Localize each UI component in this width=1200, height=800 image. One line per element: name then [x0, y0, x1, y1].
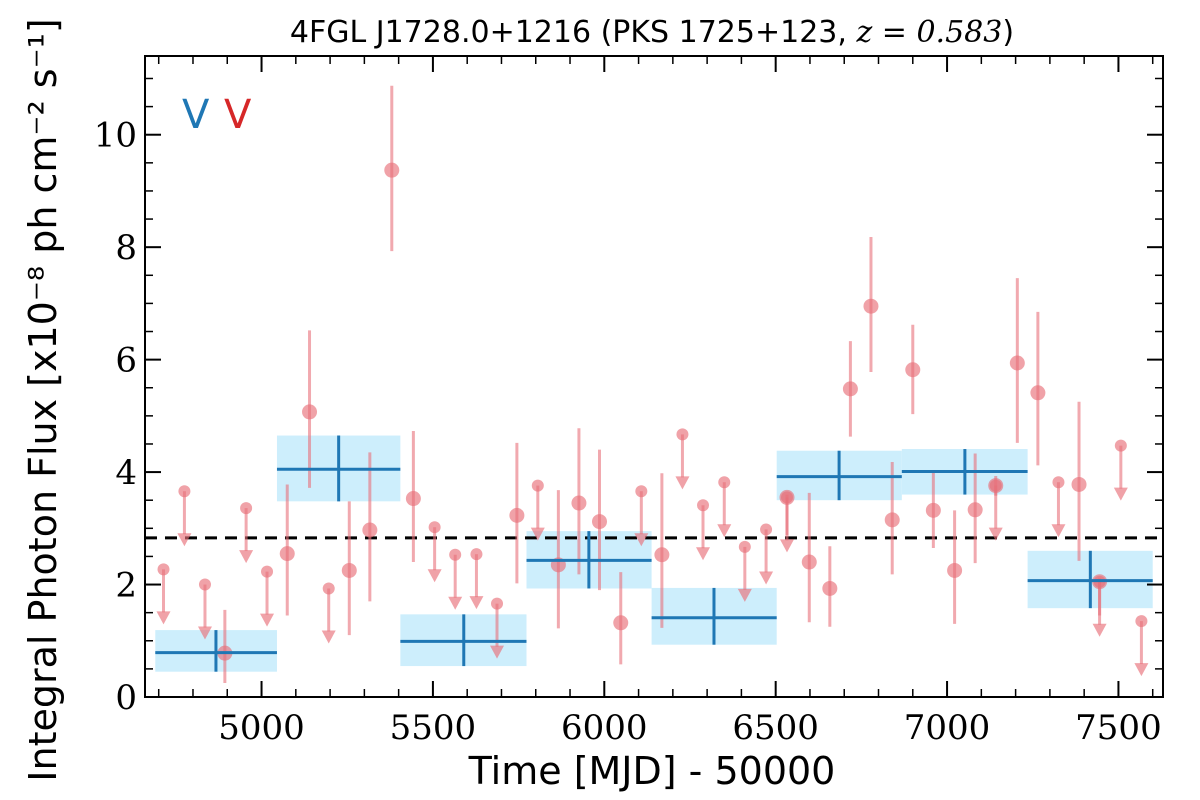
y-tick-label: 10	[94, 116, 137, 156]
upper-limit-marker	[198, 578, 211, 591]
upper-limit-arrow	[239, 550, 254, 564]
flux-point	[362, 522, 378, 538]
upper-limit-arrow	[427, 569, 442, 583]
flux-point	[509, 507, 525, 523]
upper-limit-arrow	[260, 613, 275, 627]
flux-point	[884, 512, 900, 528]
upper-limit-arrow	[197, 626, 212, 640]
upper-limit-marker	[470, 548, 483, 561]
flux-point	[302, 404, 318, 420]
flux-point	[592, 514, 608, 530]
flux-point	[822, 580, 838, 596]
upper-limit-arrow	[1051, 524, 1066, 538]
upper-limit-arrow	[490, 645, 505, 659]
upper-limit-marker	[676, 428, 689, 441]
y-tick-label: 0	[115, 678, 137, 718]
upper-limit-arrow	[156, 611, 171, 625]
upper-limit-arrow	[321, 630, 336, 644]
upper-limit-marker	[531, 479, 544, 492]
flux-point	[947, 562, 963, 578]
flux-point	[654, 547, 670, 563]
upper-limit-arrow	[1113, 487, 1128, 501]
flux-point	[967, 502, 983, 518]
upper-limit-arrow	[177, 533, 192, 547]
upper-limit-marker	[449, 548, 462, 561]
flux-points-layer	[156, 85, 1149, 683]
upper-limit-marker	[322, 582, 335, 595]
variability-flag-blocks: V	[182, 92, 210, 138]
upper-limit-marker	[1052, 476, 1065, 489]
x-tick-label: 6500	[732, 708, 819, 748]
y-tick-label: 6	[115, 341, 137, 381]
flux-point	[1030, 385, 1046, 401]
upper-limit-arrow	[448, 596, 463, 610]
upper-limit-marker	[1135, 615, 1148, 628]
upper-limit-arrow	[696, 547, 711, 561]
upper-limit-marker	[178, 485, 191, 498]
flux-point	[613, 615, 629, 631]
upper-limit-arrow	[779, 539, 794, 553]
tick-labels-layer: 5000 5500 6000 6500 7000 7500 0 2 4 6 8 10	[94, 116, 1162, 748]
y-axis-title: Integral Photon Flux [x10⁻⁸ ph cm⁻² s⁻¹]	[21, 18, 65, 781]
flux-point	[925, 502, 941, 518]
flux-point	[1071, 476, 1087, 492]
y-tick-label: 2	[115, 566, 137, 606]
chart-title: 4FGL J1728.0+1216 (PKS 1725+123, z = 0.5…	[290, 15, 1014, 50]
flux-point	[384, 162, 400, 178]
upper-limit-arrow	[469, 596, 484, 610]
upper-limit-arrow	[1092, 623, 1107, 637]
x-tick-label: 5000	[218, 708, 305, 748]
plot-frame	[144, 55, 1164, 698]
upper-limit-marker	[157, 563, 170, 576]
y-tick-label: 8	[115, 228, 137, 268]
flux-point	[905, 362, 921, 378]
flux-point	[571, 495, 587, 511]
y-tick-label: 4	[115, 453, 137, 493]
flux-point	[801, 554, 817, 570]
flux-point	[863, 298, 879, 314]
upper-limit-arrow	[988, 527, 1003, 541]
flux-point	[842, 381, 858, 397]
upper-limit-marker	[428, 521, 441, 534]
flux-point	[341, 562, 357, 578]
upper-limit-arrow	[675, 476, 690, 490]
upper-limit-arrow	[737, 588, 752, 602]
x-tick-label: 7500	[1075, 708, 1162, 748]
upper-limit-marker	[989, 479, 1002, 492]
flux-point	[405, 491, 421, 507]
upper-limit-arrow	[759, 571, 774, 585]
upper-limit-marker	[760, 523, 773, 536]
upper-limit-marker	[261, 565, 274, 578]
upper-limit-marker	[635, 485, 648, 498]
upper-limit-marker	[240, 502, 253, 515]
upper-limit-marker	[491, 597, 504, 610]
x-tick-label: 7000	[904, 708, 991, 748]
flux-point	[279, 546, 295, 562]
x-axis-title: Time [MJD] - 50000	[468, 749, 836, 793]
upper-limit-arrow	[530, 527, 545, 541]
upper-limit-marker	[1114, 439, 1127, 452]
axis-ticks-layer	[145, 56, 1163, 698]
flux-point	[1009, 355, 1025, 371]
upper-limit-arrow	[1134, 663, 1149, 677]
upper-limit-marker	[738, 540, 751, 553]
upper-limit-marker	[697, 499, 710, 512]
bayesian-block-lines-layer	[155, 435, 1153, 672]
x-tick-label: 5500	[390, 708, 477, 748]
upper-limit-marker	[780, 491, 793, 504]
variability-flag-points: V	[224, 92, 252, 138]
upper-limit-marker	[718, 476, 731, 489]
upper-limit-arrow	[717, 524, 732, 538]
upper-limit-arrow	[634, 533, 649, 547]
x-tick-label: 6000	[561, 708, 648, 748]
